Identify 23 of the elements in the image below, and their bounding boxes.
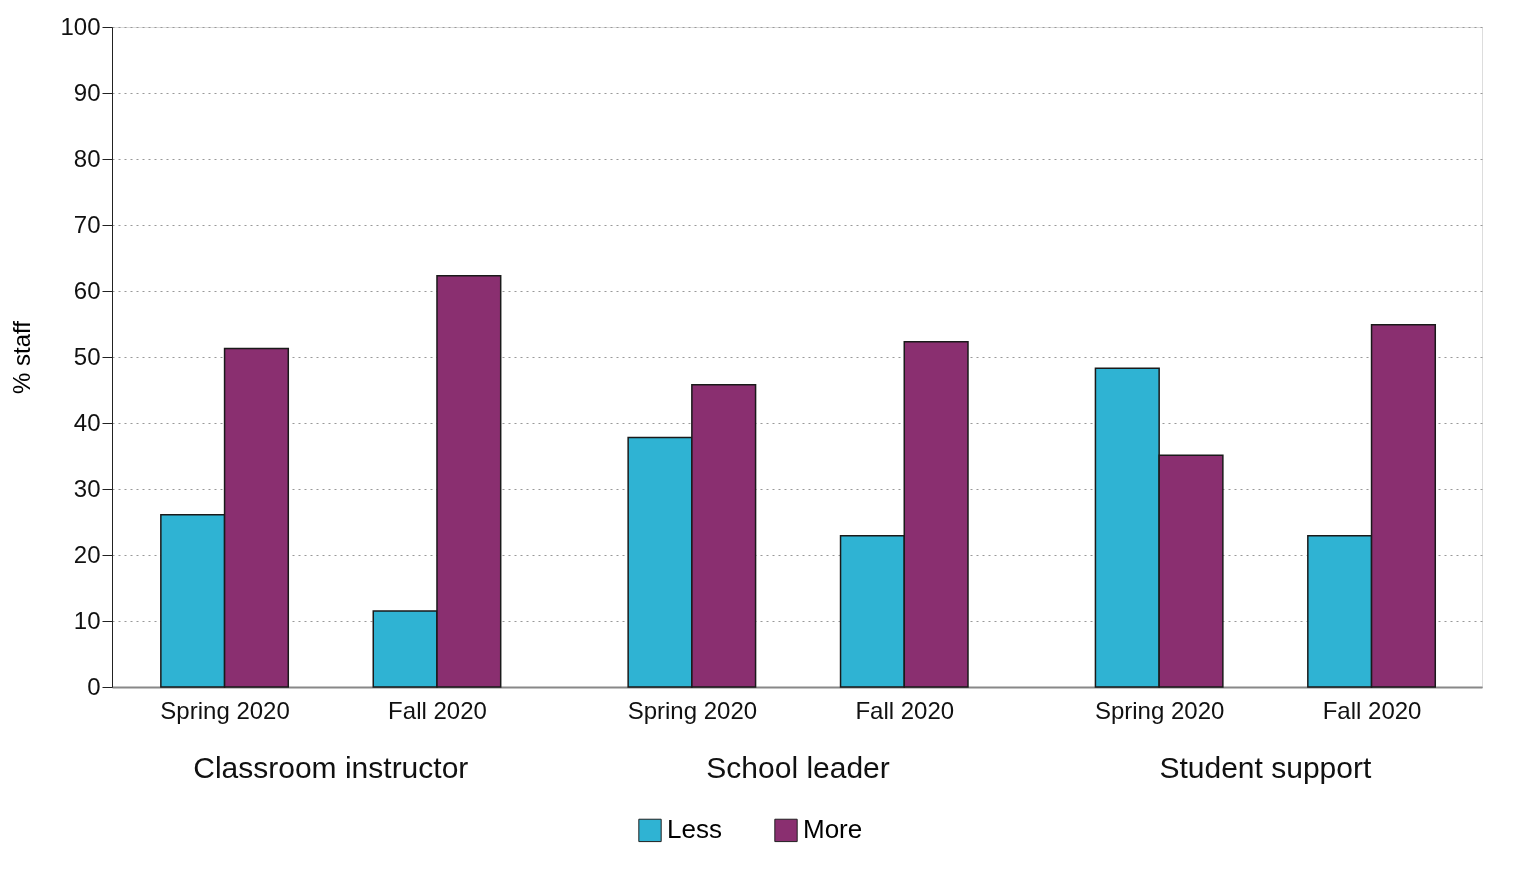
x-tick-label: Spring 2020 <box>627 696 758 724</box>
y-axis-title: % staff <box>8 320 36 394</box>
text: School leader <box>706 751 890 784</box>
y-tick-label: 70 <box>73 210 101 238</box>
text: Classroom instructor <box>193 751 469 784</box>
y-tick-label: 20 <box>73 540 101 568</box>
text: Student support <box>1159 751 1372 784</box>
y-tick-label: 0 <box>87 672 101 700</box>
y-tick-label: 90 <box>73 78 101 106</box>
x-tick-label: Fall 2020 <box>1322 696 1422 724</box>
x-tick-label: Spring 2020 <box>1094 696 1225 724</box>
y-tick-label: 80 <box>73 144 101 172</box>
y-tick-label: 10 <box>73 606 101 634</box>
y-tick-label: 60 <box>73 276 101 304</box>
legend-label: Less <box>667 814 722 845</box>
y-tick-label: 100 <box>60 12 101 40</box>
legend-label: More <box>803 814 863 845</box>
x-tick-label: Fall 2020 <box>388 696 487 724</box>
x-tick-label: Fall 2020 <box>855 696 955 724</box>
x-tick-label: Spring 2020 <box>160 696 290 724</box>
y-tick-label: 40 <box>73 408 101 436</box>
y-tick-label: 30 <box>73 474 101 502</box>
y-tick-label: 50 <box>73 342 101 370</box>
